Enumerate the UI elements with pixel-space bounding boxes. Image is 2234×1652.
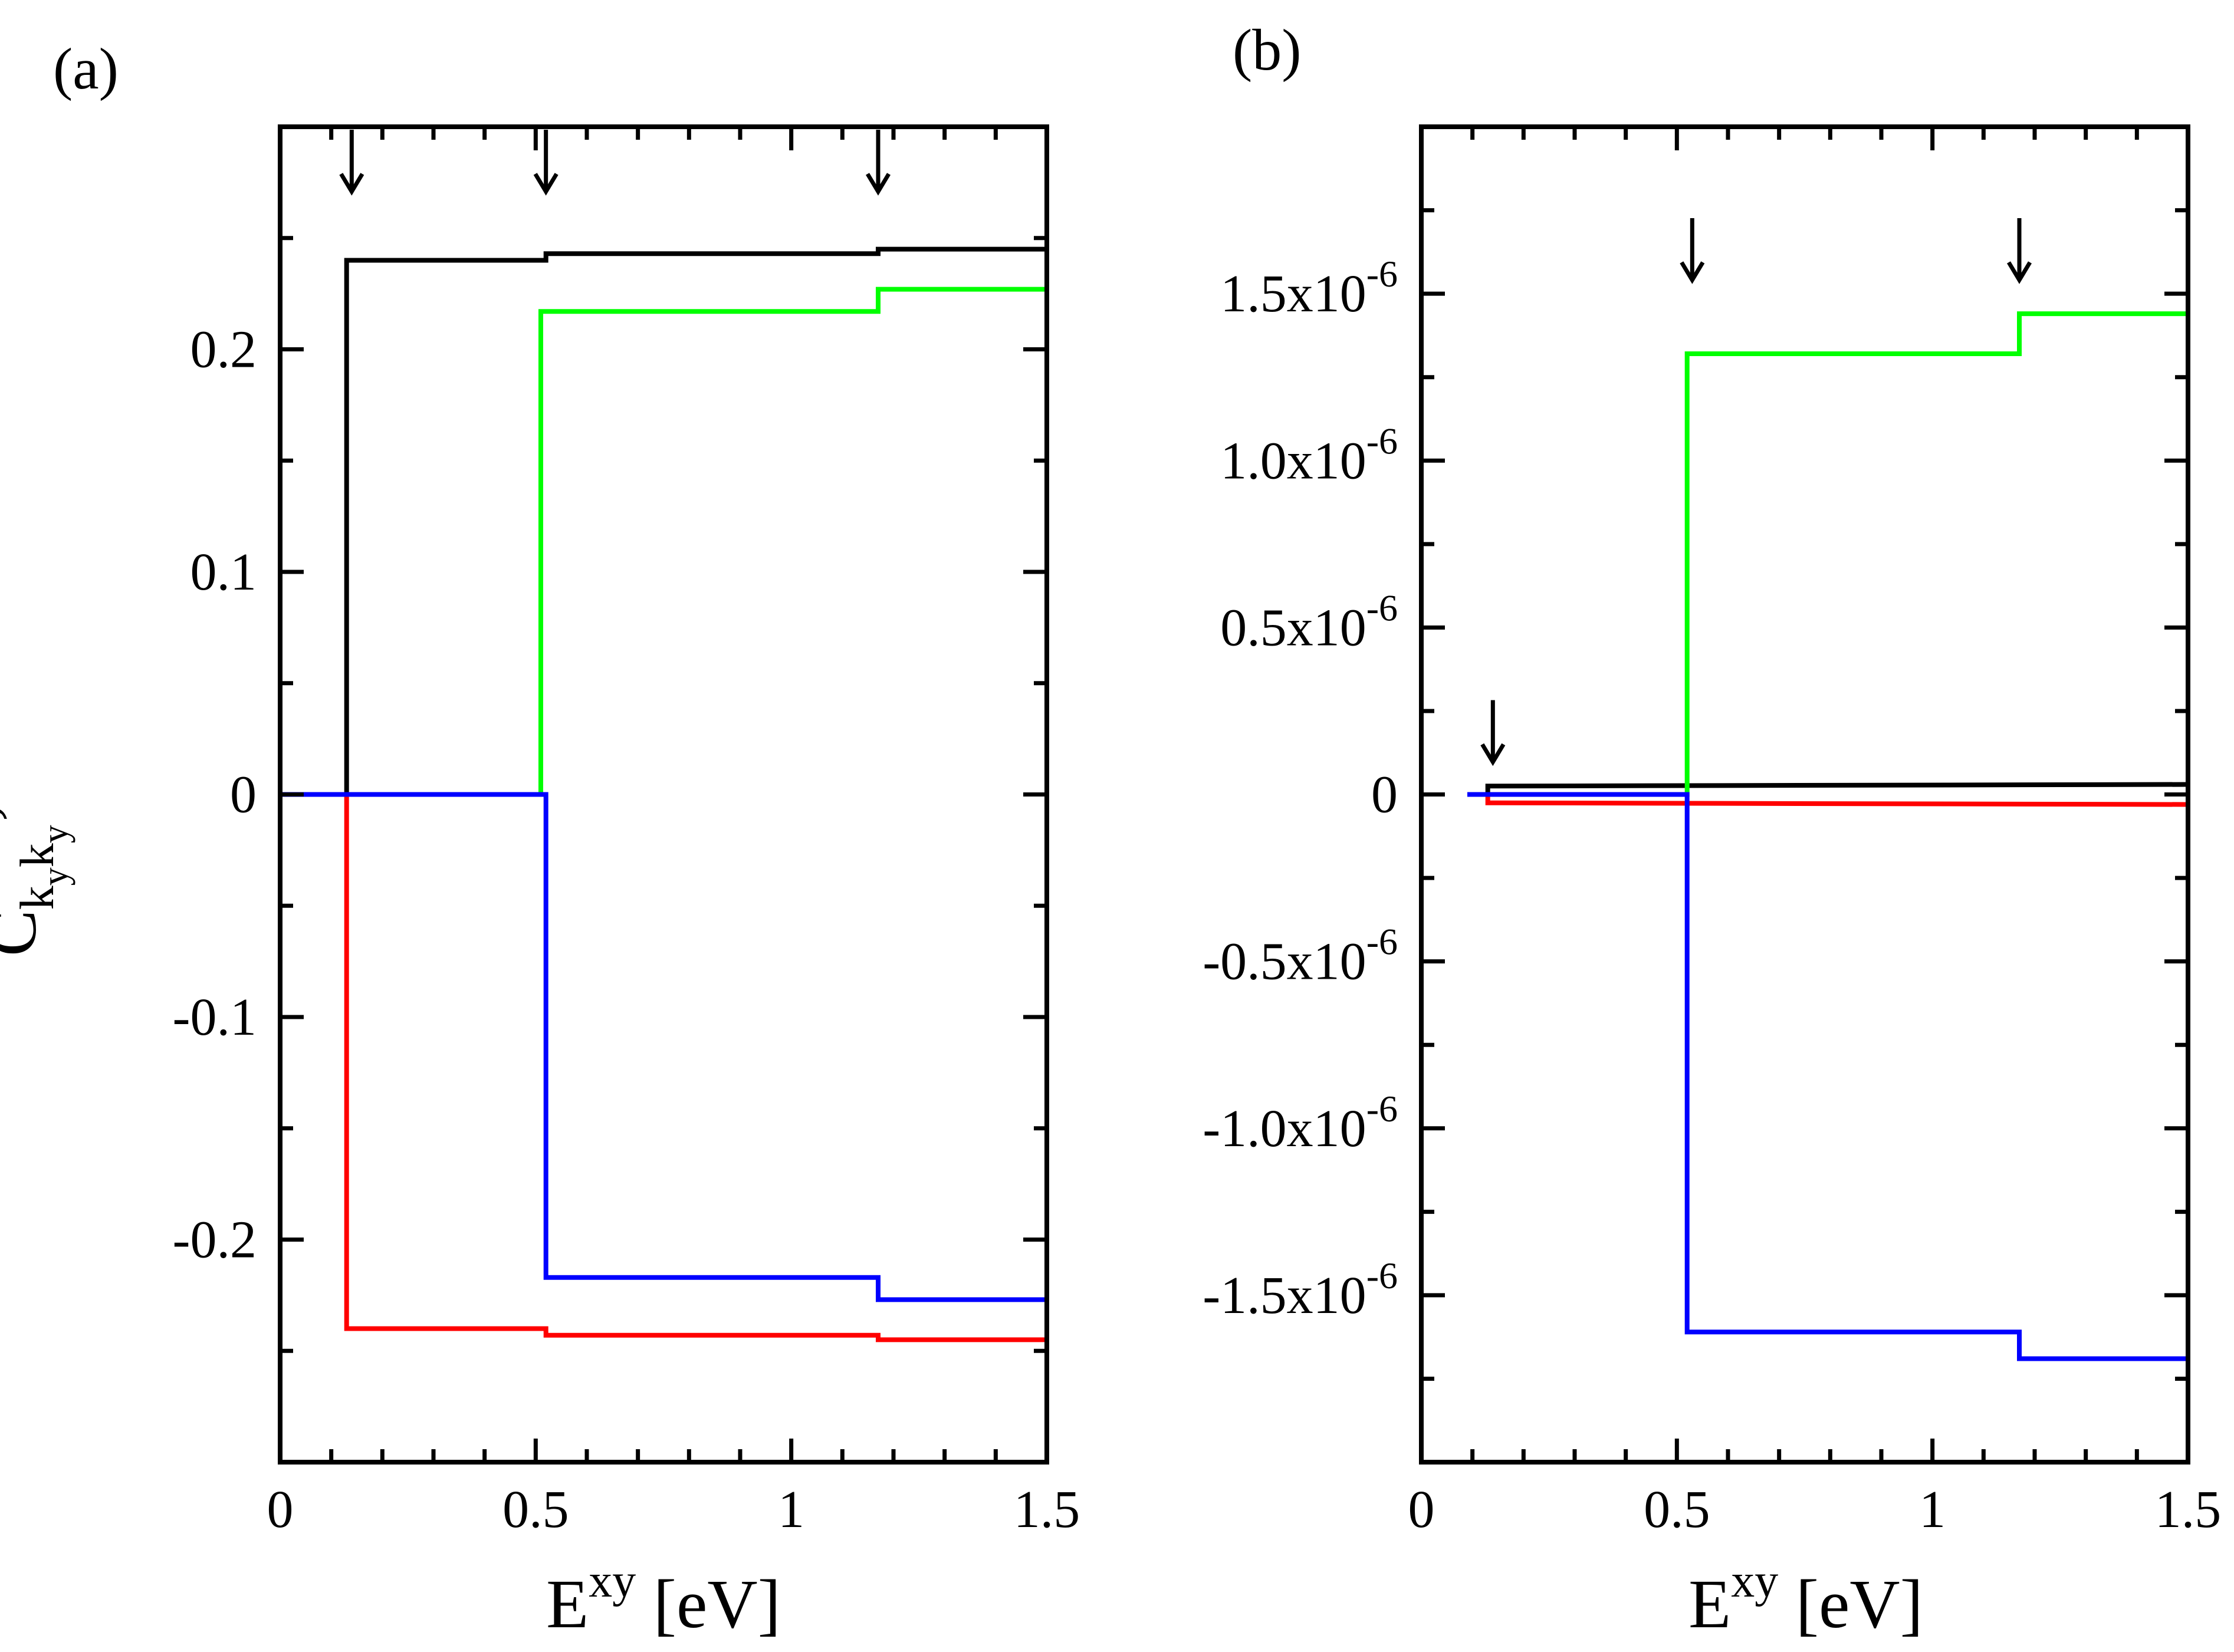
- threshold-arrow-a-1_17: [865, 130, 891, 196]
- y-tick-label-b-0: 0: [1371, 766, 1398, 824]
- threshold-arrow-b-0_14: [1480, 700, 1506, 766]
- series-green-line-b: [1467, 311, 2188, 797]
- panel-label-b: (b): [1233, 17, 1302, 83]
- threshold-arrow-a-0_52: [533, 130, 558, 196]
- x-axis-label-a: Exy [eV]: [546, 1555, 781, 1643]
- y-tick-label-a--0_1: -0.1: [173, 988, 257, 1047]
- series-blue-line-a: [280, 792, 1047, 1302]
- panel-a: (a) Ckyky’ Exy [eV] 0 0.5 1 1.5 -0.2 -0.1 0 0.1…: [0, 36, 1080, 1643]
- series-blue-line-b: [1467, 792, 2188, 1361]
- y-axis-label-a: Ckyky’: [0, 802, 75, 956]
- threshold-arrow-a-0_14: [339, 130, 364, 196]
- x-tick-label-b-1: 1: [1919, 1480, 1946, 1539]
- y-tick-label-a-0_2: 0.2: [190, 321, 257, 379]
- y-tick-label-b--0_000001: -1.0x10-6: [1203, 1088, 1398, 1158]
- y-tick-label-b-0_000002: 1.5x10-6: [1220, 253, 1398, 323]
- y-tick-label-b--0_000001: -1.5x10-6: [1203, 1255, 1398, 1325]
- x-tick-label-a-1: 1: [778, 1480, 804, 1539]
- x-tick-label-b-0: 0: [1408, 1480, 1435, 1539]
- y-tick-label-a--0_2: -0.2: [173, 1211, 257, 1269]
- series-green-line-a: [280, 287, 1047, 797]
- x-axis-label-b: Exy [eV]: [1688, 1555, 1923, 1643]
- x-tick-label-b-0_5: 0.5: [1644, 1480, 1710, 1539]
- panel-label-a: (a): [53, 36, 119, 101]
- series-red-line-a: [280, 792, 1047, 1342]
- x-tick-label-a-0_5: 0.5: [502, 1480, 569, 1539]
- y-tick-label-a-0_1: 0.1: [190, 543, 257, 601]
- y-tick-label-a-0: 0: [230, 766, 257, 824]
- threshold-arrow-b-0_53: [1680, 218, 1705, 284]
- panel-b: (b) Exy [eV] 0 0.5 1 1.5 -1.5x10-6 -1.0x10-6 -…: [1203, 17, 2221, 1643]
- x-tick-label-a-0: 0: [267, 1480, 294, 1539]
- y-tick-label-b-0: -0.5x10-6: [1203, 921, 1398, 991]
- x-tick-label-b-1_5: 1.5: [2155, 1480, 2222, 1539]
- threshold-arrow-b-1_17: [2006, 218, 2032, 284]
- x-tick-label-a-1_5: 1.5: [1014, 1480, 1080, 1539]
- series-black-line-a: [280, 246, 1047, 797]
- y-tick-label-b-0_000001: 1.0x10-6: [1220, 420, 1398, 490]
- y-tick-label-b-0_000001: 0.5x10-6: [1220, 587, 1398, 657]
